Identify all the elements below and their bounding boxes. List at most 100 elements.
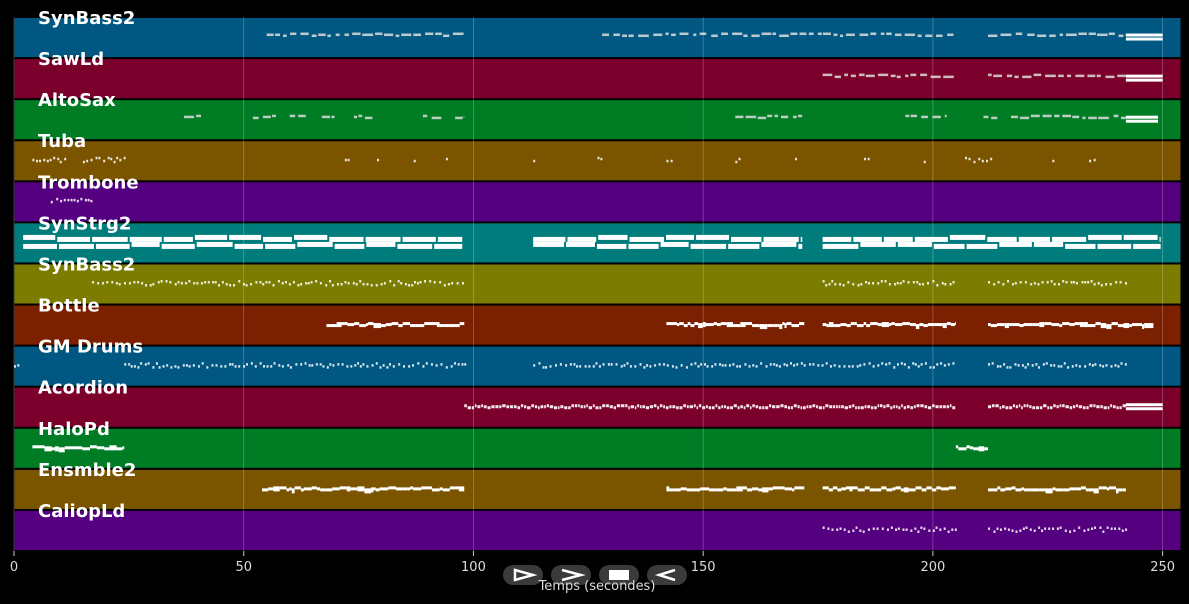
note xyxy=(780,115,789,119)
note xyxy=(852,283,855,286)
note xyxy=(533,159,536,163)
note xyxy=(1093,488,1099,494)
rewind-button[interactable] xyxy=(647,565,687,585)
note xyxy=(870,32,877,36)
note xyxy=(609,405,613,409)
note xyxy=(672,488,675,492)
note xyxy=(595,362,598,365)
note xyxy=(1024,488,1028,492)
note xyxy=(638,34,649,38)
note xyxy=(828,488,833,492)
note xyxy=(192,364,195,367)
note xyxy=(1095,322,1101,326)
note xyxy=(996,323,1005,327)
note xyxy=(863,322,867,326)
track-9 xyxy=(13,345,1182,387)
note xyxy=(106,281,109,284)
note xyxy=(445,366,448,369)
note xyxy=(965,156,968,160)
note xyxy=(1082,406,1086,410)
note xyxy=(800,406,803,410)
note xyxy=(177,281,180,284)
note xyxy=(410,486,414,490)
note xyxy=(670,159,673,163)
note xyxy=(540,405,544,409)
note xyxy=(509,405,513,409)
note xyxy=(921,488,927,492)
note xyxy=(1026,404,1029,408)
note xyxy=(346,365,349,368)
note xyxy=(867,528,870,531)
note xyxy=(896,282,899,285)
note xyxy=(1044,322,1052,326)
note xyxy=(1052,487,1056,491)
note xyxy=(711,406,715,410)
note xyxy=(1112,405,1116,409)
note xyxy=(693,488,701,492)
note xyxy=(1024,366,1027,369)
note xyxy=(894,283,897,286)
note xyxy=(402,322,411,326)
note xyxy=(935,34,943,38)
note xyxy=(375,488,380,492)
note xyxy=(693,404,696,408)
note xyxy=(1007,280,1010,283)
note xyxy=(903,363,906,366)
note xyxy=(188,365,191,368)
note xyxy=(799,322,805,326)
note xyxy=(421,486,429,490)
note xyxy=(793,404,797,408)
note xyxy=(347,158,350,162)
track-8 xyxy=(13,304,1182,346)
note xyxy=(713,322,717,326)
note xyxy=(659,404,663,408)
fast-forward-button[interactable] xyxy=(551,565,591,585)
note xyxy=(87,198,90,202)
note xyxy=(885,363,888,366)
note xyxy=(1133,243,1161,249)
note xyxy=(666,322,670,326)
note xyxy=(339,486,347,490)
note xyxy=(775,364,778,367)
note xyxy=(791,324,800,328)
note xyxy=(115,282,118,285)
note xyxy=(870,322,878,326)
note xyxy=(1021,364,1024,367)
note xyxy=(905,114,910,118)
note xyxy=(1049,34,1056,38)
note xyxy=(144,363,147,366)
note xyxy=(901,404,903,408)
note xyxy=(1078,365,1081,368)
note xyxy=(799,32,807,36)
note xyxy=(433,281,436,284)
note xyxy=(513,405,517,409)
track-label: Acordion xyxy=(38,378,128,399)
note xyxy=(622,34,627,38)
note xyxy=(215,364,218,367)
note xyxy=(455,116,463,120)
note xyxy=(714,363,717,366)
note xyxy=(419,281,422,284)
play-button[interactable] xyxy=(503,565,543,585)
note xyxy=(23,243,57,249)
note xyxy=(852,404,855,408)
note xyxy=(1052,159,1055,163)
note xyxy=(571,404,574,408)
note-segment xyxy=(14,364,20,368)
note xyxy=(1081,486,1086,490)
note xyxy=(1050,280,1053,283)
note xyxy=(1012,323,1016,327)
note xyxy=(1009,406,1013,410)
stop-button[interactable] xyxy=(599,565,639,585)
note xyxy=(359,365,362,368)
note xyxy=(671,365,674,368)
note xyxy=(865,281,868,284)
note xyxy=(639,363,642,366)
note xyxy=(866,324,871,328)
note xyxy=(1041,281,1044,284)
note xyxy=(923,160,926,164)
note xyxy=(936,284,939,287)
track-11 xyxy=(13,427,1182,469)
note xyxy=(1096,33,1108,37)
note xyxy=(162,365,165,368)
